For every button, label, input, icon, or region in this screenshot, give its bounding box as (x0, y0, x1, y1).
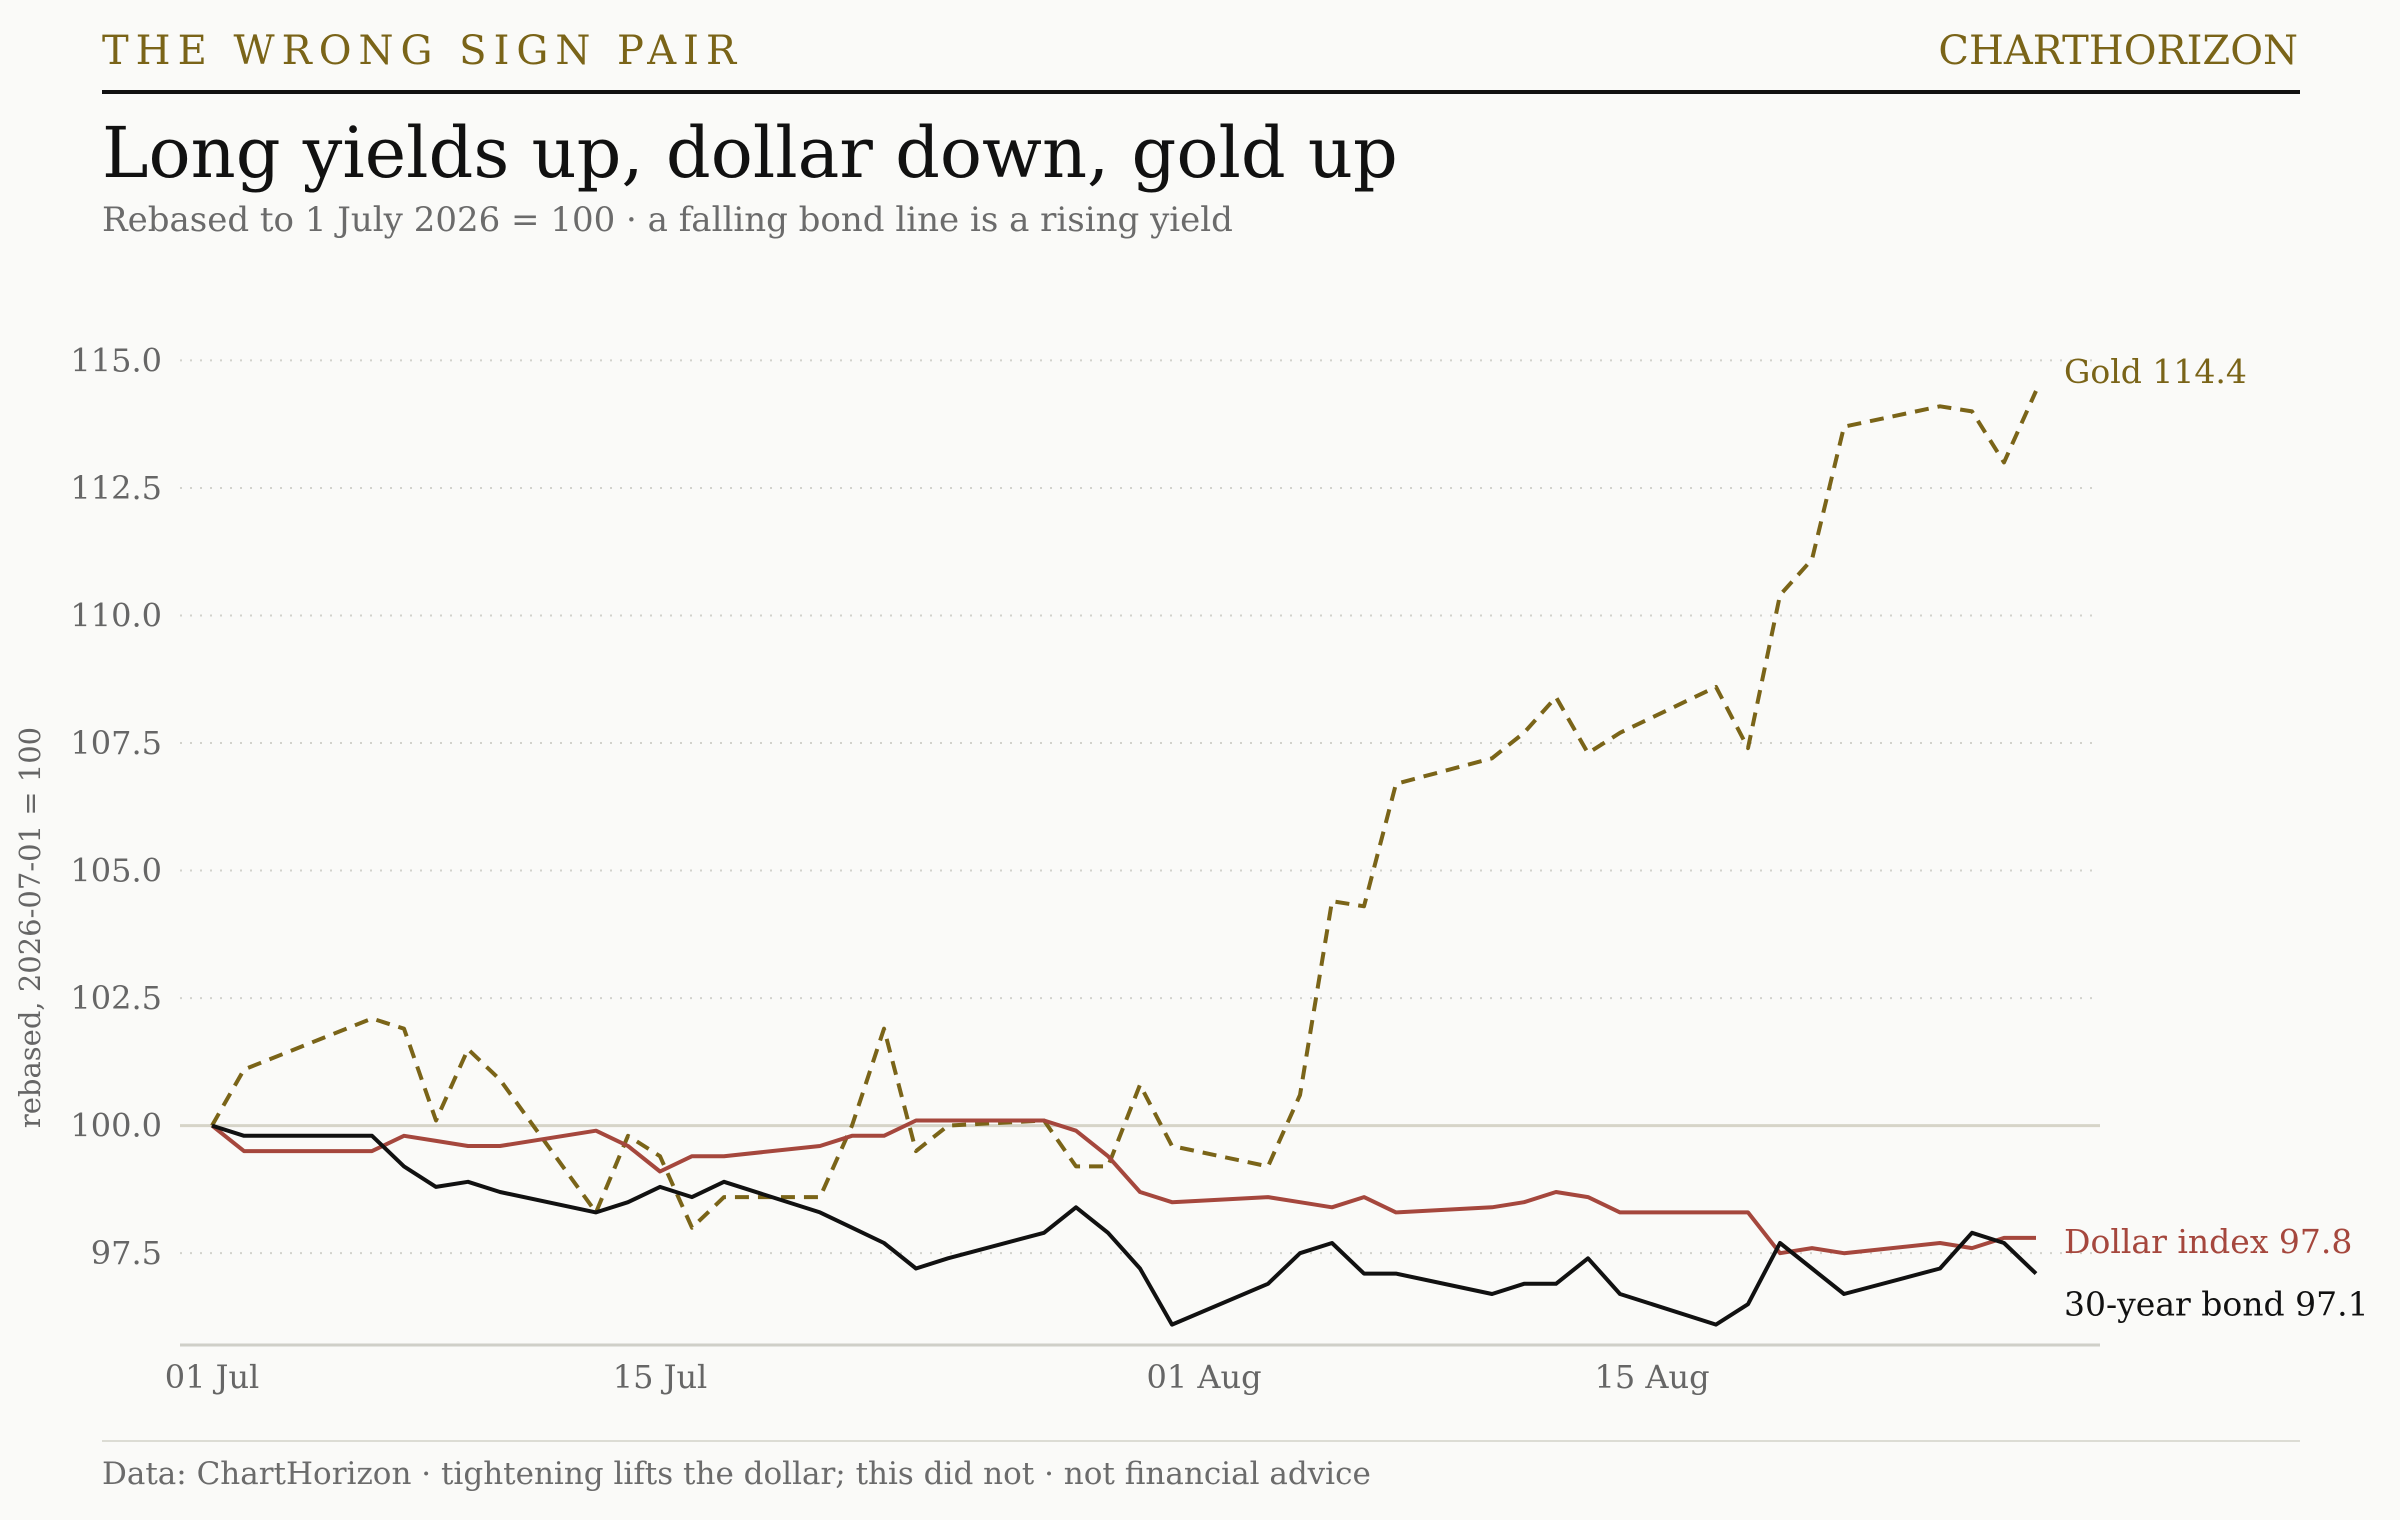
chart-title: Long yields up, dollar down, gold up (102, 112, 1398, 194)
series-line-dollar-index (210, 1118, 2036, 1256)
series-end-label-gold: Gold 114.4 (2064, 352, 2247, 391)
header-rule (102, 90, 2300, 94)
series-line-30-year-bond (211, 1123, 2038, 1327)
y-axis-label: rebased, 2026-07-01 = 100 (13, 727, 47, 1128)
y-tick-label: 100.0 (70, 1107, 162, 1145)
footer-source-note: Data: ChartHorizon · tightening lifts th… (102, 1456, 1371, 1492)
series-end-label-dollar-index: Dollar index 97.8 (2064, 1222, 2352, 1261)
y-tick-label: 110.0 (70, 596, 162, 634)
footer-rule (102, 1440, 2300, 1442)
x-tick-label: 15 Jul (613, 1358, 708, 1396)
x-tick-label: 01 Aug (1146, 1358, 1261, 1396)
chart-kicker: THE WRONG SIGN PAIR (102, 28, 744, 74)
y-tick-label: 112.5 (70, 469, 162, 507)
y-tick-label: 107.5 (70, 724, 162, 762)
line-chart: 97.5 100.0 102.5 105.0 107.5 110.0 112.5 115.0 0… (13, 341, 2369, 1396)
y-tick-label: 105.0 (70, 852, 162, 890)
y-tick-label: 97.5 (91, 1234, 162, 1272)
x-tick-label: 01 Jul (165, 1358, 260, 1396)
chart-subtitle: Rebased to 1 July 2026 = 100 · a falling… (102, 200, 1233, 240)
y-tick-label: 115.0 (70, 341, 162, 379)
y-tick-label: 102.5 (70, 979, 162, 1017)
brand-logo-text: CHARTHORIZON (1938, 28, 2298, 74)
x-tick-label: 15 Aug (1594, 1358, 1709, 1396)
series-end-label-30-year-bond: 30-year bond 97.1 (2064, 1285, 2369, 1324)
series-line-gold (210, 390, 2038, 1230)
